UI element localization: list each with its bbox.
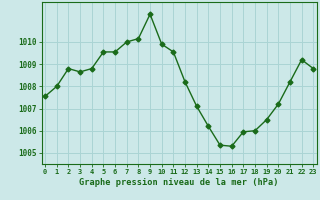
X-axis label: Graphe pression niveau de la mer (hPa): Graphe pression niveau de la mer (hPa)	[79, 178, 279, 187]
